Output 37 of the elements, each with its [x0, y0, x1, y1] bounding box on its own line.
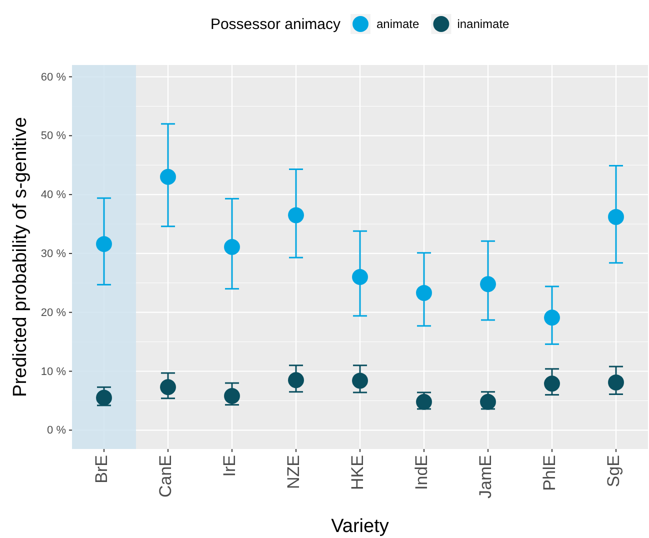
x-tick-label: CanE [156, 455, 175, 498]
x-tick-label: SgE [604, 455, 623, 488]
x-tick-label: PhlE [540, 455, 559, 491]
y-tick-label: 40 % [40, 189, 66, 202]
point [160, 379, 176, 396]
point [544, 376, 560, 392]
point [96, 236, 112, 252]
y-tick-label: 20 % [40, 306, 66, 319]
x-tick-label: BrE [92, 455, 111, 484]
point [608, 374, 624, 390]
point [608, 208, 624, 225]
legend-title: Possessor animacy [210, 16, 341, 33]
y-tick-label: 60 % [40, 71, 66, 84]
point [288, 372, 304, 388]
point [288, 207, 304, 224]
y-axis-title: Predicted probability of s-genitive [10, 117, 31, 397]
point [352, 269, 368, 285]
x-tick-label: HKE [348, 455, 367, 490]
x-tick-label: IrE [220, 455, 239, 477]
y-tick-label: 50 % [40, 130, 66, 142]
point [224, 239, 240, 255]
x-axis-title: Variety [331, 516, 390, 537]
point [480, 276, 496, 292]
y-tick-label: 30 % [40, 248, 66, 260]
x-tick-label: IndE [412, 455, 431, 490]
y-tick-label: 10 % [40, 366, 66, 378]
point [352, 372, 368, 389]
point [224, 388, 240, 404]
legend-label: animate [376, 17, 420, 31]
point [416, 284, 432, 301]
point [544, 310, 560, 326]
y-tick-label: 0 % [47, 424, 66, 437]
legend-label: inanimate [457, 17, 510, 31]
x-tick-label: JamE [476, 455, 495, 498]
point [96, 390, 112, 406]
x-tick-label: NZE [284, 455, 303, 489]
point [160, 168, 176, 185]
